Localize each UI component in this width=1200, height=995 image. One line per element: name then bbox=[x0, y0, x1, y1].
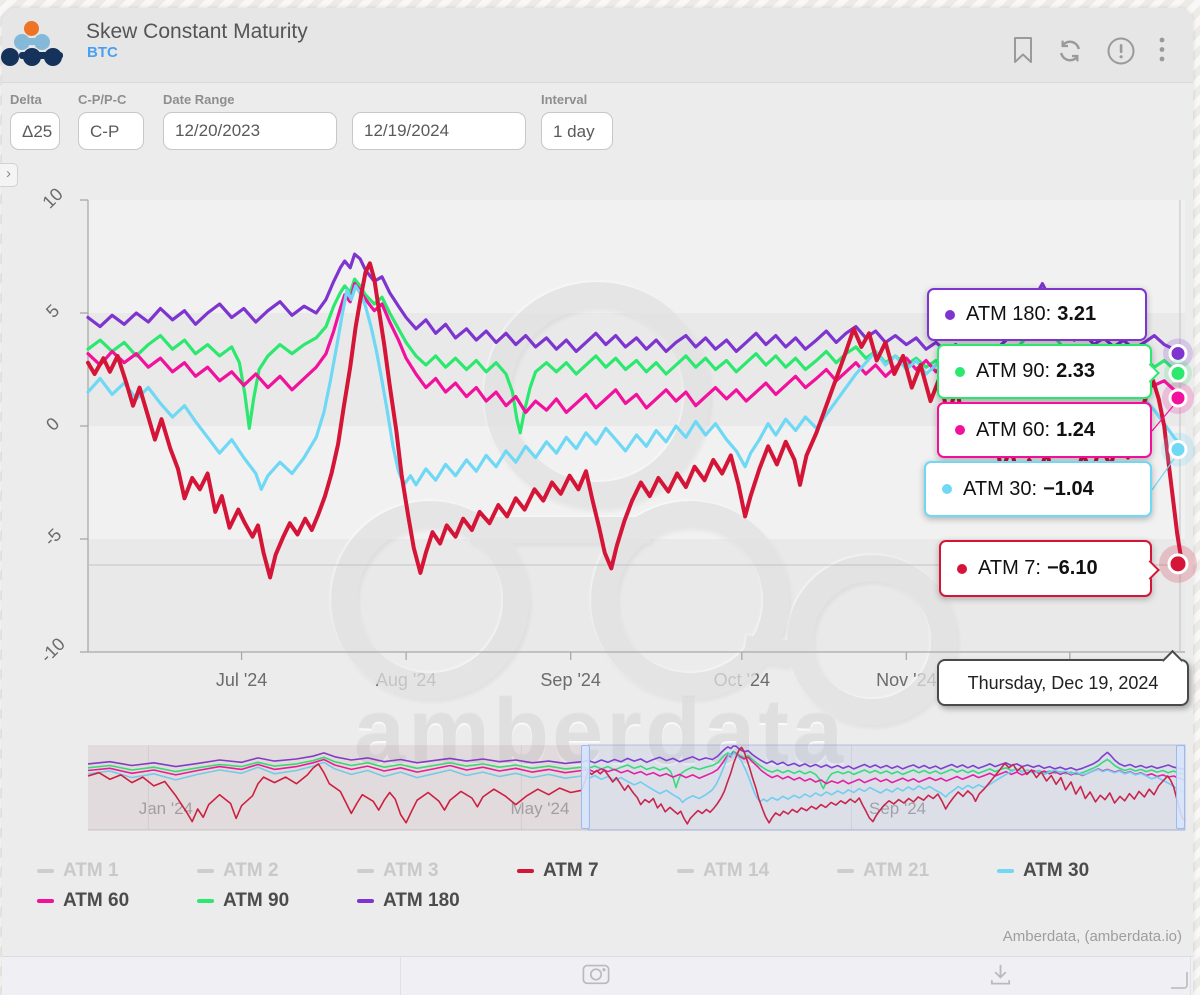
legend-item-atm-90[interactable]: ATM 90 bbox=[197, 888, 289, 914]
legend-label: ATM 180 bbox=[383, 890, 460, 911]
bookmark-button[interactable] bbox=[1010, 36, 1040, 66]
sidebar-expander-button[interactable]: › bbox=[0, 163, 18, 187]
legend-swatch bbox=[677, 868, 694, 874]
date-to-input[interactable] bbox=[352, 112, 526, 150]
legend-label: ATM 7 bbox=[543, 860, 599, 881]
tooltip-series-value: 3.21 bbox=[1057, 303, 1097, 325]
tooltip-series-dot bbox=[942, 484, 952, 494]
legend-label: ATM 14 bbox=[703, 860, 770, 881]
interval-selector[interactable]: 1 day bbox=[541, 112, 613, 150]
legend-label: ATM 1 bbox=[63, 860, 119, 881]
resize-corner-handle[interactable] bbox=[1171, 972, 1188, 989]
chart-credit: Amberdata, (amberdata.io) bbox=[1002, 928, 1182, 945]
delta-label: Delta bbox=[10, 92, 42, 107]
legend-swatch bbox=[197, 868, 214, 874]
toolbar-divider bbox=[400, 957, 401, 995]
tooltip-series-dot bbox=[955, 366, 965, 377]
tooltip-atm-180: ATM 180: 3.21 bbox=[927, 288, 1147, 341]
more-menu-button[interactable] bbox=[1158, 36, 1170, 66]
legend-label: ATM 21 bbox=[863, 860, 930, 881]
logo-dot bbox=[1, 47, 19, 66]
tooltip-series-dot bbox=[957, 563, 967, 574]
legend-label: ATM 3 bbox=[383, 860, 439, 881]
tooltip-series-value: −6.10 bbox=[1046, 557, 1098, 579]
x-axis-label: Jul '24 bbox=[215, 670, 268, 690]
legend-item-atm-30[interactable]: ATM 30 bbox=[997, 858, 1089, 884]
x-axis-label: Sep '24 bbox=[540, 670, 601, 690]
widget-header bbox=[2, 8, 1193, 83]
legend-item-atm-2[interactable]: ATM 2 bbox=[197, 858, 279, 884]
logo-bar bbox=[21, 38, 42, 46]
toolbar-divider bbox=[1190, 957, 1191, 995]
legend-item-atm-180[interactable]: ATM 180 bbox=[357, 888, 460, 914]
legend-label: ATM 90 bbox=[223, 890, 290, 911]
logo-dot bbox=[24, 20, 40, 36]
tooltip-series-label: ATM 180: bbox=[966, 303, 1052, 325]
tooltip-atm-7: ATM 7: −6.10 bbox=[939, 540, 1160, 597]
date-from-input[interactable] bbox=[163, 112, 337, 150]
legend-item-atm-21[interactable]: ATM 21 bbox=[837, 858, 929, 884]
legend-item-atm-3[interactable]: ATM 3 bbox=[357, 858, 439, 884]
date-range-label: Date Range bbox=[163, 92, 235, 107]
logo-dot bbox=[13, 33, 30, 50]
cp-selector[interactable]: C-P bbox=[78, 112, 144, 150]
cp-label: C-P/P-C bbox=[78, 92, 127, 107]
interval-label: Interval bbox=[541, 92, 588, 107]
tooltip-atm-30: ATM 30: −1.04 bbox=[924, 461, 1152, 517]
tooltip-series-label: ATM 30: bbox=[963, 477, 1038, 500]
legend-swatch bbox=[837, 868, 854, 874]
legend-item-atm-60[interactable]: ATM 60 bbox=[37, 888, 129, 914]
navigator-handle-left[interactable] bbox=[581, 745, 590, 829]
bottom-toolbar bbox=[2, 956, 1193, 995]
date-tooltip: Thursday, Dec 19, 2024 bbox=[937, 649, 1189, 706]
watermark-text: amberdata bbox=[353, 681, 847, 783]
refresh-button[interactable] bbox=[1056, 37, 1086, 67]
logo-dot bbox=[22, 47, 41, 66]
tooltip-series-label: ATM 60: bbox=[976, 418, 1051, 441]
tooltip-series-label: ATM 7: bbox=[978, 557, 1041, 579]
delta-selector[interactable]: Δ25 bbox=[10, 112, 60, 150]
tooltip-series-dot bbox=[945, 309, 955, 320]
tooltip-atm-60: ATM 60: 1.24 bbox=[937, 402, 1152, 458]
navigator-handle-right[interactable] bbox=[1176, 745, 1185, 829]
legend-swatch bbox=[997, 868, 1014, 874]
logo-dot bbox=[44, 47, 63, 66]
asset-symbol: BTC bbox=[87, 44, 118, 61]
legend-item-atm-1[interactable]: ATM 1 bbox=[37, 858, 119, 884]
tooltip-series-label: ATM 90: bbox=[976, 360, 1051, 382]
page-title: Skew Constant Maturity bbox=[86, 20, 308, 43]
legend-swatch bbox=[37, 898, 54, 904]
legend-swatch bbox=[357, 898, 374, 904]
logo-bar bbox=[19, 52, 63, 60]
tooltip-series-value: 1.24 bbox=[1056, 418, 1096, 441]
legend-item-atm-14[interactable]: ATM 14 bbox=[677, 858, 769, 884]
legend-item-atm-7[interactable]: ATM 7 bbox=[517, 858, 599, 884]
logo-dot bbox=[33, 33, 50, 50]
tooltip-atm-90: ATM 90: 2.33 bbox=[937, 344, 1160, 399]
tooltip-series-dot bbox=[955, 425, 965, 435]
legend-swatch bbox=[37, 868, 54, 874]
alert-info-button[interactable] bbox=[1106, 36, 1136, 66]
legend-label: ATM 2 bbox=[223, 860, 279, 881]
legend-label: ATM 60 bbox=[63, 890, 130, 911]
legend-label: ATM 30 bbox=[1023, 860, 1090, 881]
legend-swatch bbox=[357, 868, 374, 874]
tooltip-series-value: 2.33 bbox=[1056, 360, 1096, 382]
legend-swatch bbox=[197, 898, 214, 904]
amberdata-logo bbox=[1, 14, 82, 74]
camera-screenshot-button[interactable] bbox=[582, 962, 610, 985]
tooltip-series-value: −1.04 bbox=[1043, 477, 1094, 500]
legend-swatch bbox=[517, 868, 534, 874]
download-button[interactable] bbox=[988, 962, 1013, 987]
